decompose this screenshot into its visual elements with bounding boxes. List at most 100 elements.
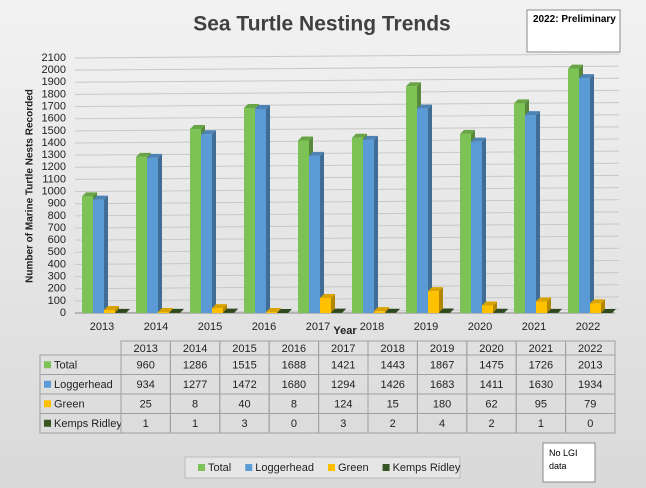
bar-side (439, 287, 443, 313)
legend-label: Kemps Ridley (393, 462, 461, 474)
bar-front (212, 308, 223, 313)
bar (93, 195, 108, 313)
table-value: 25 (140, 399, 152, 411)
bar (201, 130, 216, 313)
y-tick-label: 2000 (42, 64, 66, 76)
table-header: 2013 (133, 343, 157, 355)
bar-front (579, 78, 590, 314)
bar-top (460, 129, 475, 134)
table-value: 1 (192, 418, 198, 430)
bar-front (363, 139, 374, 313)
legend-key (245, 464, 253, 471)
y-tick-label: 1100 (42, 173, 66, 185)
bar-side (558, 308, 562, 313)
bar (493, 308, 508, 313)
table-header: 2017 (331, 343, 355, 355)
bar (471, 137, 486, 313)
chart-title: Sea Turtle Nesting Trends (193, 13, 451, 36)
table-value: 960 (137, 360, 155, 372)
bar-front (417, 108, 428, 313)
bar-side (331, 293, 335, 313)
bar (147, 153, 162, 313)
bar-top (568, 64, 583, 69)
bar-top (136, 152, 151, 157)
bar (331, 308, 346, 313)
table-header: 2019 (430, 343, 454, 355)
y-tick-label: 100 (48, 295, 66, 307)
bar-front (568, 68, 579, 313)
bar (536, 297, 551, 313)
bar-top (406, 82, 421, 87)
table-value: 40 (238, 399, 250, 411)
bar-side (126, 308, 130, 313)
bar-top (147, 153, 162, 158)
table-value: 1 (143, 418, 149, 430)
bar (385, 308, 400, 313)
x-tick-label: 2017 (306, 321, 330, 333)
bar-top (255, 105, 270, 109)
table-value: 934 (137, 379, 155, 391)
y-tick-label: 1500 (42, 125, 66, 137)
table-value: 62 (485, 399, 497, 411)
bar-front (309, 155, 320, 313)
table-header: 2015 (232, 343, 256, 355)
bar-top (601, 309, 616, 313)
legend-key (382, 464, 390, 471)
bar-side (601, 299, 605, 313)
grid-line (74, 65, 620, 71)
bar-front (536, 301, 547, 313)
table-value: 1286 (183, 360, 207, 372)
table-cell (565, 413, 616, 434)
x-tick-label: 2020 (468, 321, 492, 333)
bar-top (493, 308, 508, 313)
bar-front (266, 312, 277, 313)
y-axis-label: Number of Marine Turtle Nests Recorded (25, 89, 36, 283)
table-row-label: Total (54, 360, 77, 372)
table-value: 1426 (380, 379, 404, 391)
bar-top (115, 308, 130, 313)
bar-side (493, 301, 497, 313)
y-tick-label: 1000 (42, 185, 66, 197)
bar-top (223, 308, 238, 313)
bar-top (471, 137, 486, 142)
grid-line (74, 89, 620, 95)
y-tick-label: 900 (48, 198, 66, 210)
bar (277, 309, 292, 313)
y-tick-label: 1900 (42, 76, 66, 88)
table-value: 1421 (331, 360, 355, 372)
bar-top (298, 136, 313, 141)
table-value: 2013 (578, 360, 602, 372)
table-value: 1277 (183, 379, 207, 391)
table-value: 1934 (578, 379, 602, 391)
table-header: 2021 (529, 343, 553, 355)
bar-top (277, 309, 292, 313)
bar (255, 105, 270, 313)
bar (428, 287, 443, 313)
bar (439, 308, 454, 313)
bar (601, 309, 616, 313)
bar-side (482, 137, 486, 313)
bar (115, 308, 130, 313)
y-tick-label: 2100 (42, 52, 66, 64)
bar-side (385, 307, 389, 313)
table-value: 8 (291, 399, 297, 411)
bar-top (363, 135, 378, 140)
table-value: 1688 (282, 360, 306, 372)
table-key (44, 361, 51, 369)
bar-side (504, 308, 508, 313)
bar-top (201, 130, 216, 135)
bar-front (352, 137, 363, 313)
y-tick-label: 1700 (42, 100, 66, 112)
table-value: 1726 (529, 360, 553, 372)
bar-side (536, 111, 540, 313)
x-tick-label: 2016 (252, 321, 276, 333)
table-value: 1680 (282, 379, 306, 391)
table-value: 1630 (529, 379, 553, 391)
table-value: 1867 (430, 360, 454, 372)
bar-side (428, 104, 432, 313)
bar (266, 308, 281, 313)
bar (158, 308, 173, 313)
bar-top (439, 308, 454, 313)
y-tick-label: 300 (48, 270, 66, 282)
bar-side (342, 308, 346, 313)
